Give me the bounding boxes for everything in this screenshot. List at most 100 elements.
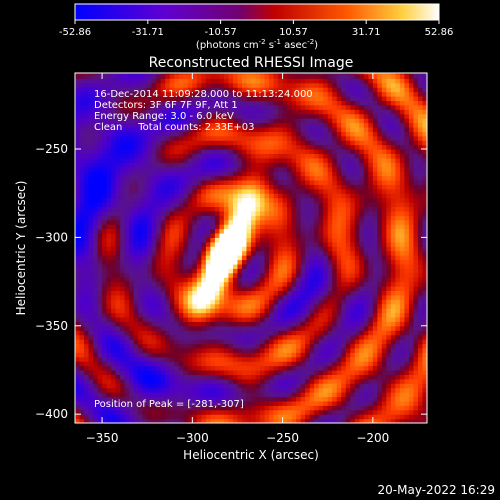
heat-cell [232,175,239,181]
heat-cell [300,73,306,79]
heat-cell [106,228,112,234]
heat-cell [156,153,162,159]
heat-cell [88,224,94,230]
heat-cell [341,162,347,168]
heat-cell [300,308,306,314]
heat-cell [138,224,144,230]
heat-cell [251,272,257,278]
heat-cell [102,104,108,110]
heat-cell [102,263,108,269]
heat-cell [111,193,117,199]
heat-cell [278,347,284,353]
heat-cell [124,290,130,296]
heat-cell [151,73,157,75]
heat-cell [314,299,320,305]
heat-cell [255,126,261,132]
heat-cell [88,369,94,375]
heat-cell [151,409,157,415]
heat-cell [305,330,311,336]
heat-cell [196,228,202,234]
heat-cell [241,202,248,208]
heat-cell [269,109,275,115]
heat-cell [174,104,180,110]
heat-cell [115,392,121,398]
heat-cell [314,113,320,119]
heat-cell [251,219,257,225]
heat-cell [192,277,198,283]
heat-cell [138,369,144,375]
heat-cell [142,281,148,287]
heat-cell [147,140,153,146]
heat-cell [201,206,207,212]
heat-cell [305,78,311,84]
heat-cell [75,82,81,88]
heat-cell [323,414,329,420]
heat-cell [291,210,297,216]
heat-cell [129,82,135,88]
heat-cell [241,418,248,423]
heat-cell [278,232,284,238]
heat-cell [228,356,234,362]
heat-cell [102,166,108,172]
heat-cell [264,237,270,243]
heat-cell [291,409,297,415]
heat-cell [246,206,252,212]
heat-cell [106,396,112,402]
heat-cell [214,405,221,411]
heat-cell [196,325,202,331]
heat-cell [214,215,221,221]
heat-cell [300,334,306,340]
heat-cell [228,352,234,358]
heat-cell [278,118,284,124]
heat-cell [201,409,207,415]
heat-cell [278,91,284,97]
heat-cell [111,268,117,274]
heat-cell [314,303,320,309]
heat-cell [120,210,126,216]
heat-cell [102,179,108,185]
heat-cell [111,215,117,221]
heat-cell [196,197,202,203]
heat-cell [142,184,148,190]
heat-cell [183,312,189,318]
heat-cell [205,361,211,367]
heat-cell [332,246,338,252]
heat-cell [93,215,99,221]
heat-cell [278,73,284,79]
heat-cell [183,259,189,265]
heat-cell [124,316,130,322]
heat-cell [88,237,94,243]
heat-cell [210,73,216,75]
heat-cell [223,78,230,84]
heat-cell [178,135,184,141]
heat-cell [183,153,189,159]
heat-cell [219,246,225,252]
heat-cell [318,78,324,84]
heat-cell [111,113,117,119]
heat-cell [84,347,90,353]
heat-cell [309,286,315,292]
heat-cell [210,378,216,384]
heat-cell [138,179,144,185]
heat-cell [84,339,90,345]
heat-cell [282,308,288,314]
heat-cell [237,175,243,181]
heat-cell [79,166,85,172]
heat-cell [210,294,216,300]
heat-cell [232,321,239,327]
heat-cell [273,140,279,146]
heat-cell [111,73,117,75]
heat-cell [232,140,239,146]
heat-cell [115,347,121,353]
heat-cell [223,325,230,331]
heat-cell [124,210,130,216]
heat-cell [309,184,315,190]
heat-cell [332,87,338,93]
heat-cell [147,118,153,124]
heat-cell [210,316,216,322]
heat-cell [93,184,99,190]
heat-cell [165,339,171,345]
heat-cell [201,157,207,163]
heat-cell [97,272,103,278]
heat-cell [318,290,324,296]
